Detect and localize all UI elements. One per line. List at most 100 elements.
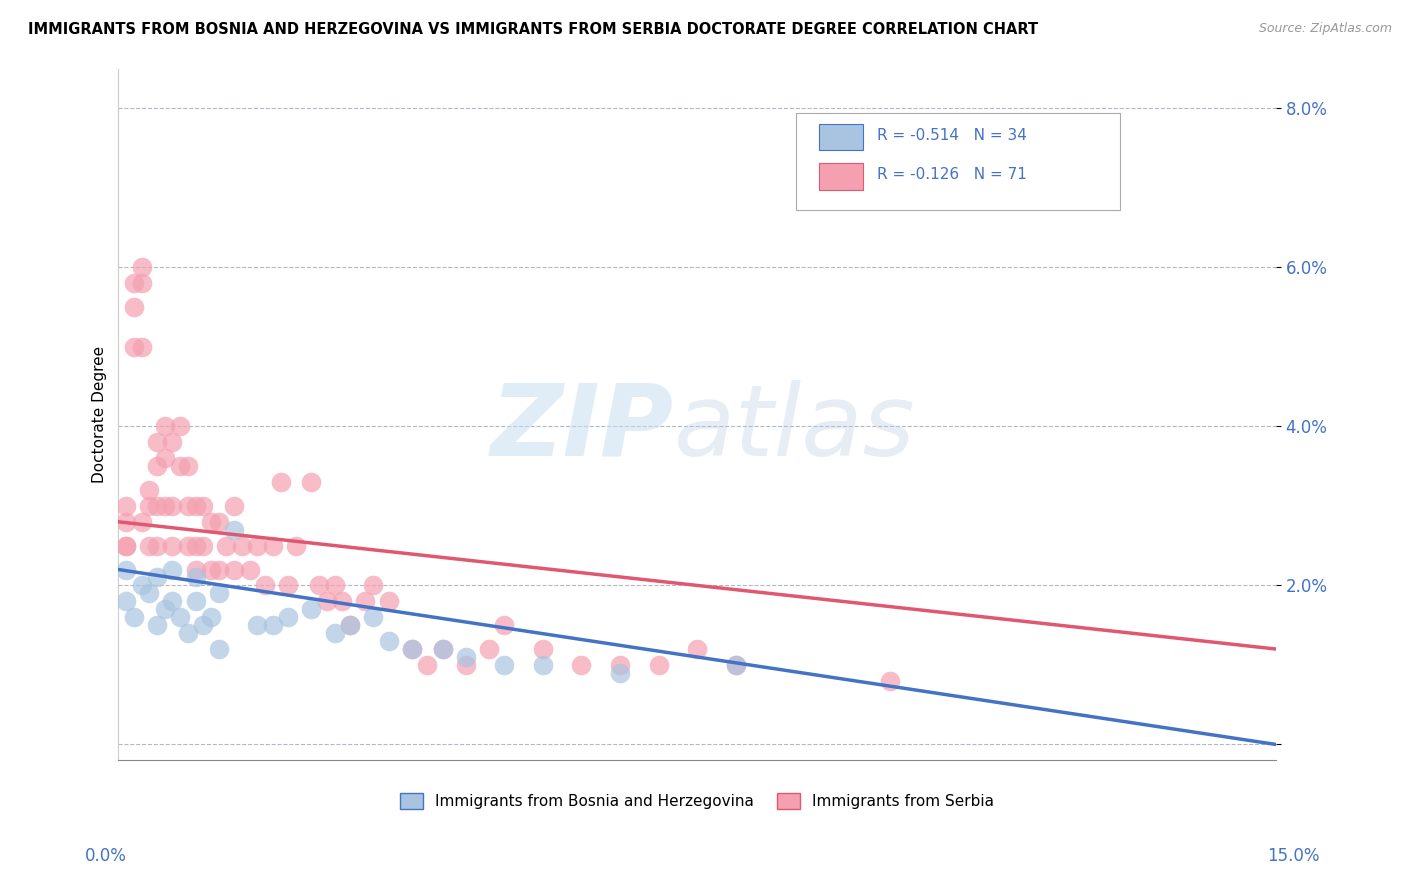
Point (354, 594, 377, 608)
Text: R = -0.126   N = 71: R = -0.126 N = 71 (877, 167, 1026, 182)
Point (323, 578, 346, 592)
Point (131, 340, 153, 354)
Point (153, 419, 176, 434)
Point (122, 277, 145, 291)
Point (647, 657, 669, 672)
Point (138, 586, 160, 600)
Point (262, 618, 284, 632)
Point (208, 562, 231, 576)
Point (224, 562, 246, 576)
Point (254, 578, 277, 592)
Legend: Immigrants from Bosnia and Herzegovina, Immigrants from Serbia: Immigrants from Bosnia and Herzegovina, … (394, 787, 1001, 815)
Point (494, 618, 516, 632)
Point (231, 539, 253, 553)
Point (724, 657, 747, 672)
Text: IMMIGRANTS FROM BOSNIA AND HERZEGOVINA VS IMMIGRANTS FROM SERBIA DOCTORATE DEGRE: IMMIGRANTS FROM BOSNIA AND HERZEGOVINA V… (28, 22, 1038, 37)
Point (122, 300, 145, 314)
Point (284, 539, 307, 553)
Point (184, 499, 207, 513)
Point (571, 657, 593, 672)
Point (162, 594, 184, 608)
Point (224, 523, 246, 537)
Point (330, 594, 353, 608)
Point (131, 578, 153, 592)
Point (200, 515, 222, 529)
Point (146, 435, 169, 450)
Point (531, 642, 554, 657)
Point (153, 499, 176, 513)
Point (531, 657, 554, 672)
Point (115, 562, 138, 576)
Point (401, 642, 423, 657)
Point (138, 499, 160, 513)
Point (146, 570, 169, 584)
Point (416, 657, 439, 672)
Point (270, 475, 292, 489)
Point (131, 277, 153, 291)
Point (131, 260, 153, 275)
Point (193, 499, 215, 513)
Point (478, 642, 501, 657)
Point (299, 475, 322, 489)
Point (138, 539, 160, 553)
Point (184, 570, 207, 584)
Point (215, 539, 238, 553)
Point (193, 539, 215, 553)
Point (153, 451, 176, 466)
Point (115, 499, 138, 513)
Point (184, 539, 207, 553)
Point (200, 610, 222, 624)
Point (361, 610, 384, 624)
Text: ZIP: ZIP (491, 380, 673, 477)
Point (609, 665, 631, 680)
Point (122, 610, 145, 624)
Point (879, 673, 901, 688)
Point (361, 578, 384, 592)
Point (277, 610, 299, 624)
Point (169, 610, 191, 624)
Text: atlas: atlas (673, 380, 915, 477)
Point (494, 657, 516, 672)
Point (339, 618, 361, 632)
Point (277, 578, 299, 592)
Point (115, 594, 138, 608)
Point (432, 642, 454, 657)
Point (724, 657, 747, 672)
Point (177, 499, 200, 513)
FancyBboxPatch shape (796, 113, 1119, 211)
Point (184, 594, 207, 608)
Point (131, 515, 153, 529)
Point (200, 562, 222, 576)
Point (308, 578, 330, 592)
Point (162, 539, 184, 553)
Text: R = -0.514   N = 34: R = -0.514 N = 34 (877, 128, 1026, 143)
Point (315, 594, 337, 608)
Point (193, 618, 215, 632)
Point (224, 499, 246, 513)
Point (177, 626, 200, 640)
Point (162, 562, 184, 576)
Y-axis label: Doctorate Degree: Doctorate Degree (93, 346, 107, 483)
Point (246, 618, 269, 632)
Point (177, 539, 200, 553)
Point (401, 642, 423, 657)
FancyBboxPatch shape (818, 163, 863, 190)
Point (686, 642, 709, 657)
Point (115, 539, 138, 553)
Point (115, 515, 138, 529)
Point (377, 594, 399, 608)
Point (146, 499, 169, 513)
Point (246, 539, 269, 553)
Point (454, 650, 477, 665)
Point (239, 562, 262, 576)
Point (146, 618, 169, 632)
Point (169, 459, 191, 474)
Point (262, 539, 284, 553)
Point (146, 539, 169, 553)
Point (153, 602, 176, 616)
Point (138, 483, 160, 497)
Point (162, 499, 184, 513)
Point (146, 459, 169, 474)
Point (299, 602, 322, 616)
Point (323, 626, 346, 640)
